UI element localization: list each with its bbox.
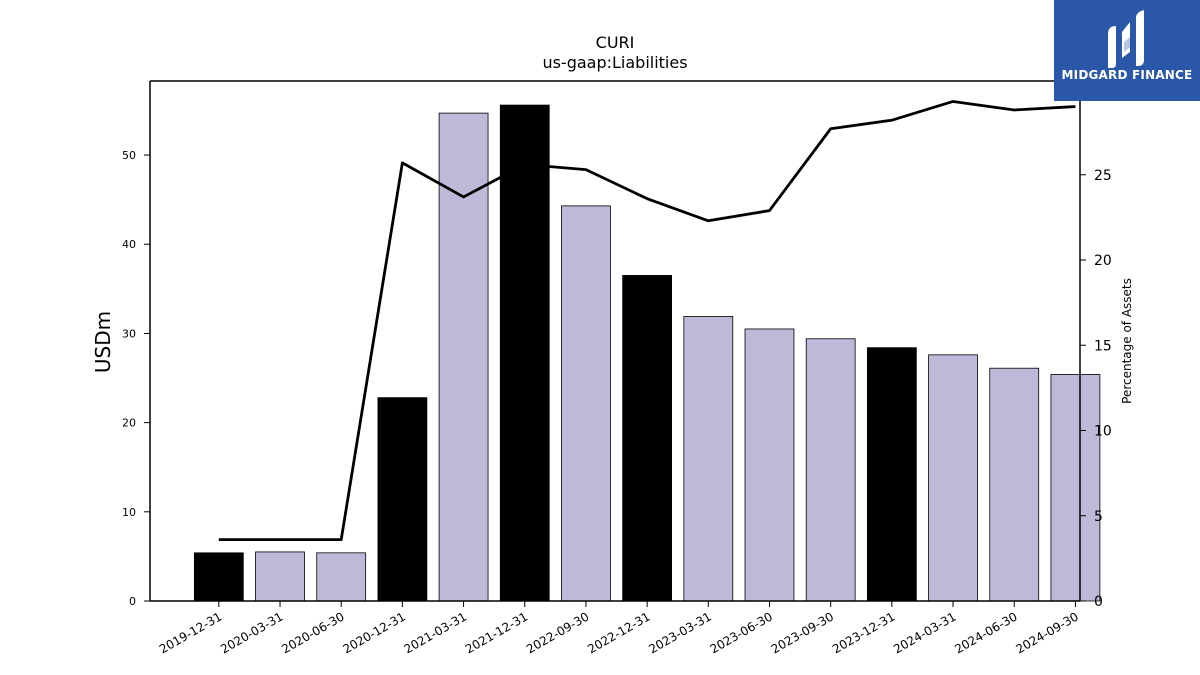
bar-2023-12-31 — [866, 347, 917, 602]
chart-subtitle: us-gaap:Liabilities — [542, 53, 687, 72]
bar-series — [193, 104, 1101, 602]
bar-2023-03-31 — [683, 316, 734, 602]
x-tick-label: 2021-12-31 — [463, 609, 530, 656]
y2-tick-label: 5 — [1094, 509, 1103, 525]
y-axis-label: USDm — [91, 311, 115, 373]
x-tick-label: 2024-03-31 — [891, 609, 958, 656]
y-tick-label: 50 — [122, 149, 136, 162]
x-tick-label: 2020-12-31 — [340, 609, 407, 656]
x-tick-label: 2023-12-31 — [830, 609, 897, 656]
line-series — [218, 100, 1076, 542]
y-tick-label: 10 — [122, 506, 136, 519]
x-tick-label: 2022-12-31 — [585, 609, 652, 656]
bar-2020-03-31 — [255, 551, 305, 602]
bar-2024-06-30 — [989, 367, 1040, 602]
bar-2022-12-31 — [622, 275, 673, 602]
x-tick-label: 2019-12-31 — [157, 609, 224, 656]
x-tick-label: 2024-06-30 — [952, 609, 1019, 656]
y-tick-label: 30 — [122, 327, 136, 340]
y-tick-label: 40 — [122, 238, 136, 251]
bar-2020-12-31 — [377, 397, 428, 602]
y2-tick-label: 15 — [1094, 338, 1112, 354]
bar-2023-09-30 — [805, 338, 856, 602]
brand-logo: MIDGARD FINANCE — [1054, 0, 1200, 101]
y-tick-label: 0 — [129, 595, 136, 608]
x-tick-label: 2023-09-30 — [769, 609, 836, 656]
bar-2019-12-31 — [193, 552, 244, 602]
x-tick-label: 2024-09-30 — [1014, 609, 1081, 656]
y2-tick-label: 20 — [1094, 253, 1112, 269]
logo-mark-icon — [1108, 10, 1144, 68]
bar-2021-12-31 — [499, 104, 550, 602]
bar-2022-09-30 — [561, 205, 611, 602]
y2-tick-label: 25 — [1094, 168, 1112, 184]
x-tick-label: 2021-03-31 — [402, 609, 469, 656]
logo-text: MIDGARD FINANCE — [1061, 68, 1193, 82]
y2-tick-label: 0 — [1094, 594, 1103, 610]
x-tick-label: 2020-06-30 — [279, 609, 346, 656]
y2-axis-label: Percentage of Assets — [1120, 278, 1134, 404]
x-tick-label: 2022-09-30 — [524, 609, 591, 656]
percentage-of-assets-line — [218, 100, 1076, 542]
bar-2023-06-30 — [744, 328, 795, 602]
x-tick-label: 2020-03-31 — [218, 609, 285, 656]
x-tick-label: 2023-06-30 — [708, 609, 775, 656]
chart-title: CURI — [596, 33, 635, 52]
bar-2021-03-31 — [438, 112, 489, 602]
x-tick-label: 2023-03-31 — [646, 609, 713, 656]
bar-2024-03-31 — [928, 354, 978, 602]
bar-2024-09-30 — [1050, 374, 1101, 602]
y2-tick-label: 10 — [1094, 424, 1112, 440]
y-tick-label: 20 — [122, 417, 136, 430]
bar-2020-06-30 — [316, 552, 367, 602]
